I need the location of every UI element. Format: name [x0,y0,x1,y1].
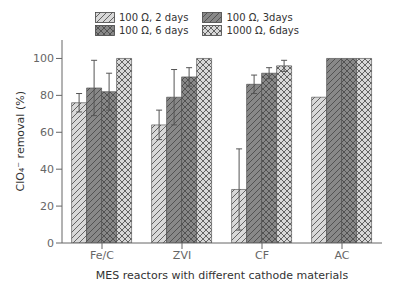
svg-text:20: 20 [40,200,54,213]
svg-text:0: 0 [47,237,54,250]
svg-text:ZVI: ZVI [173,249,191,262]
svg-text:CF: CF [255,249,269,262]
svg-text:AC: AC [334,249,349,262]
html-text:100 Ω, 3days: 100 Ω, 3days [226,12,293,23]
svg-text:ClO₄⁻ removal (%): ClO₄⁻ removal (%) [14,91,27,191]
svg-text:80: 80 [40,89,54,102]
svg-text:100: 100 [33,52,54,65]
html-text:1000 Ω, 6days: 1000 Ω, 6days [226,25,299,36]
html-text:100 Ω, 2 days: 100 Ω, 2 days [119,12,189,23]
svg-text:60: 60 [40,126,54,139]
svg-text:Fe/C: Fe/C [90,249,114,262]
svg-text:MES reactors with different ca: MES reactors with different cathode mate… [96,269,349,282]
svg-text:40: 40 [40,163,54,176]
html-text:100 Ω, 6 days: 100 Ω, 6 days [119,25,189,36]
